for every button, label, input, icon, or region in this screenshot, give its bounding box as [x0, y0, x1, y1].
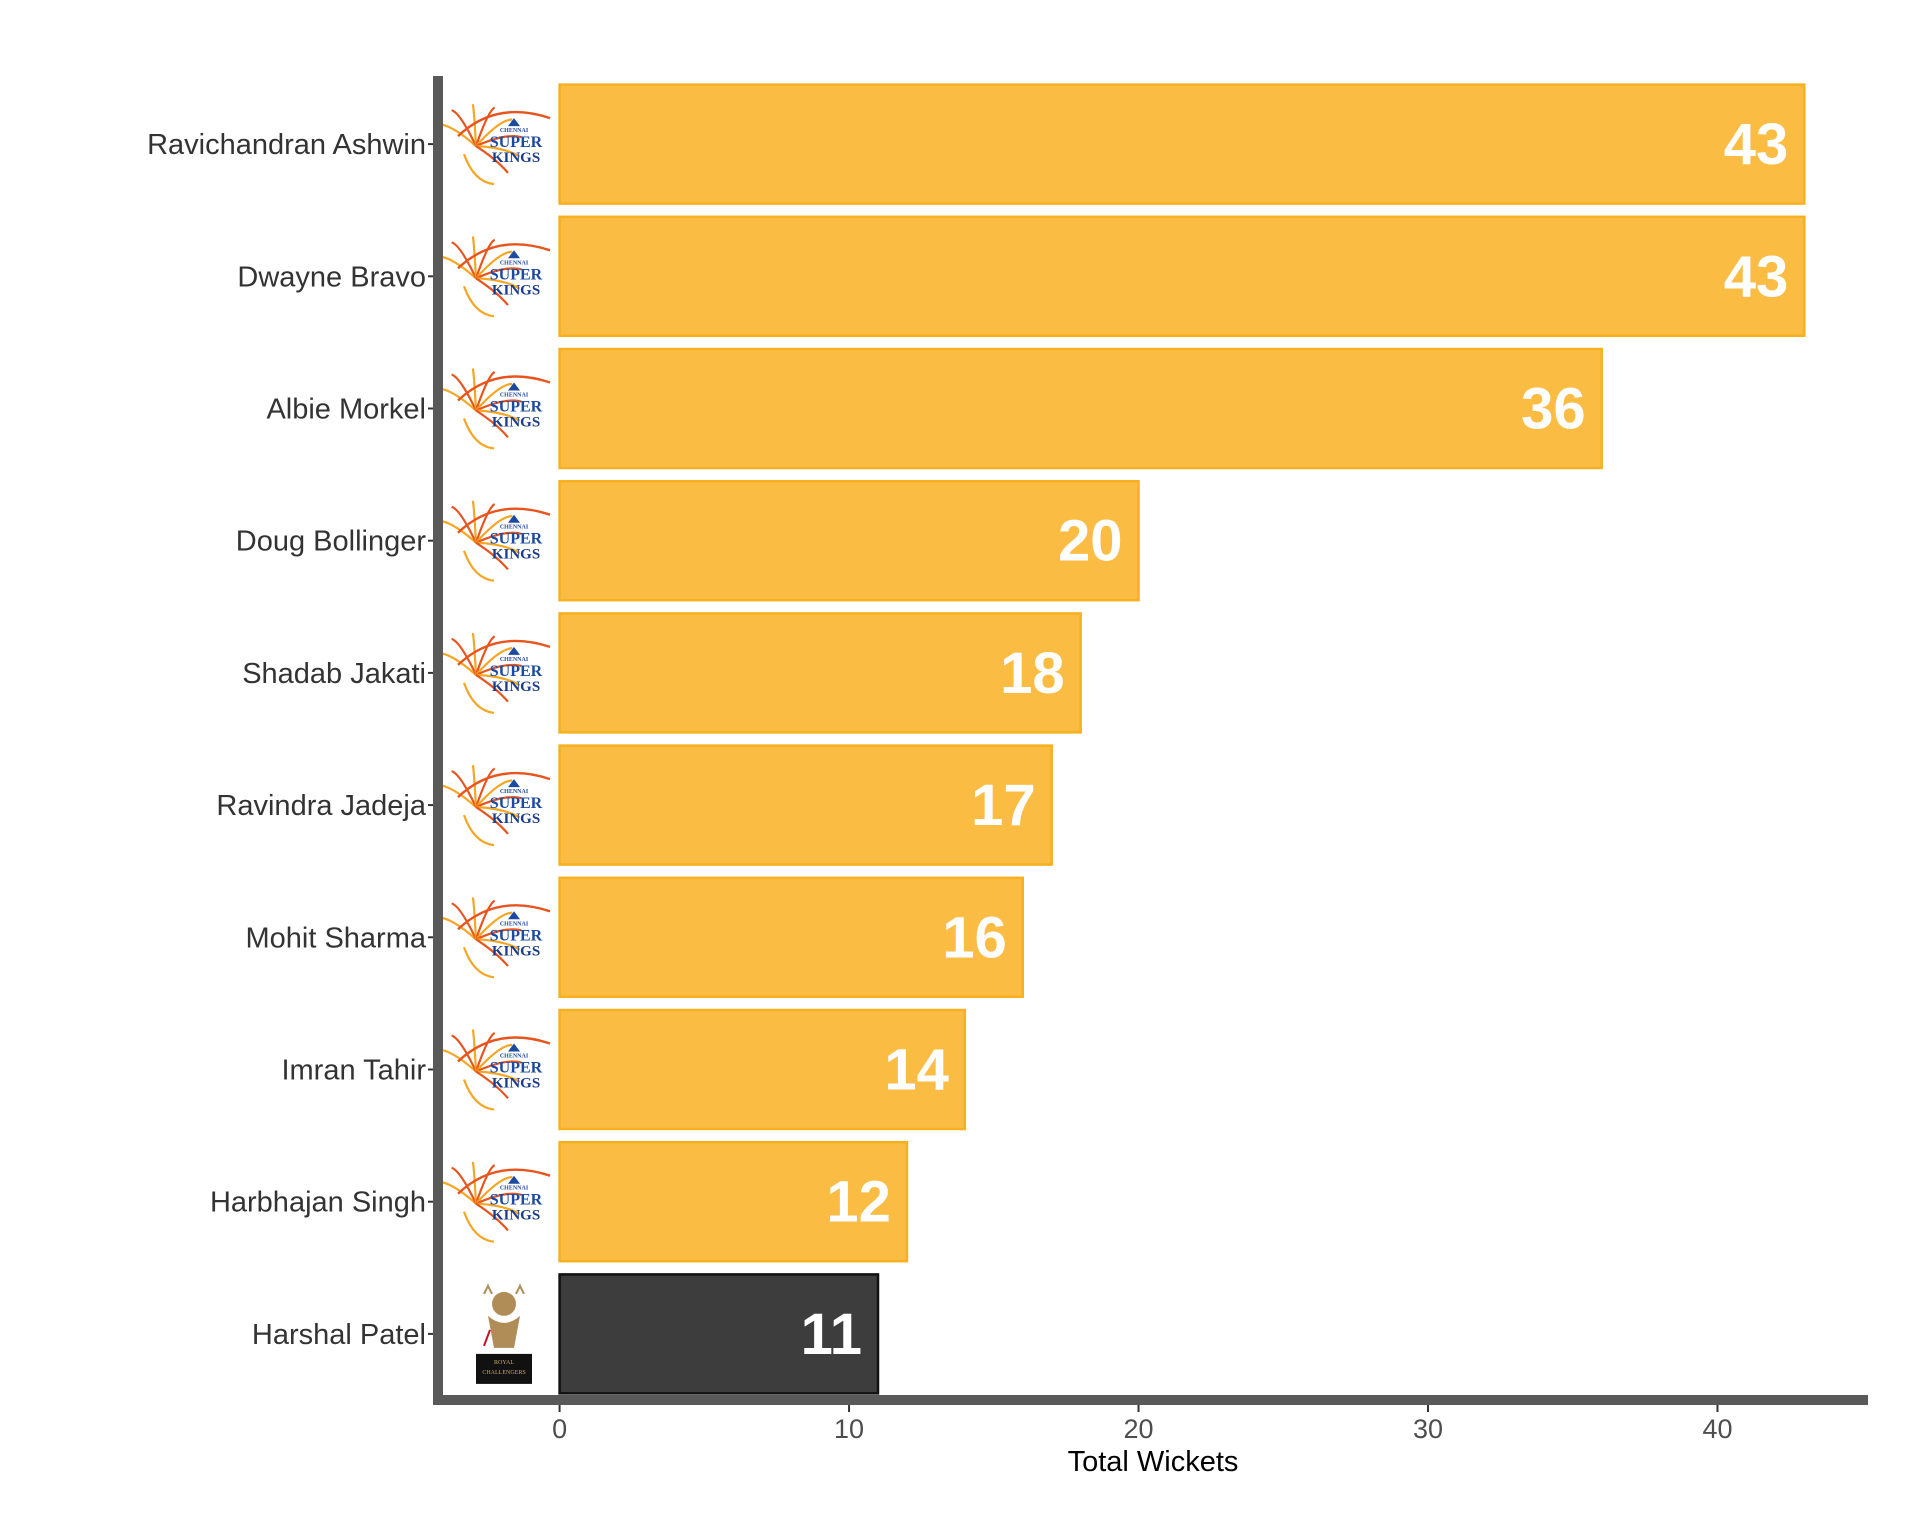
svg-text:CHENNAI: CHENNAI: [500, 789, 529, 795]
x-tick-label-10: 10: [834, 1414, 864, 1444]
svg-text:CHENNAI: CHENNAI: [500, 128, 529, 134]
y-axis-labels: Ravichandran Ashwin Dwayne Bravo Albie Mor…: [147, 129, 435, 1351]
bars-layer: 43 43 36 20 18 17 16 14 12 11: [558, 83, 1806, 1395]
player-label-ravichandran-ashwin: Ravichandran Ashwin: [147, 129, 426, 161]
svg-text:CHENNAI: CHENNAI: [500, 393, 529, 399]
svg-text:KINGS: KINGS: [492, 1076, 540, 1092]
value-label-harshal-patel: 11: [801, 1302, 862, 1367]
x-tick-label-40: 40: [1702, 1414, 1732, 1444]
bar-ravichandran-ashwin: [558, 83, 1806, 205]
x-tick-label-30: 30: [1413, 1414, 1443, 1444]
svg-text:SUPER: SUPER: [490, 1192, 543, 1209]
player-label-harbhajan-singh: Harbhajan Singh: [210, 1187, 426, 1219]
value-label-ravichandran-ashwin: 43: [1724, 112, 1789, 177]
svg-text:CHENNAI: CHENNAI: [500, 1054, 529, 1060]
x-axis-title: Total Wickets: [1068, 1446, 1239, 1478]
x-axis: 0 10 20 30 40: [433, 76, 1868, 1444]
svg-text:CHENNAI: CHENNAI: [500, 1186, 529, 1192]
bar-mohit-sharma: [558, 876, 1024, 999]
svg-text:KINGS: KINGS: [492, 679, 540, 695]
bar-ravindra-jadeja: [558, 744, 1053, 866]
bar-harbhajan-singh: [558, 1140, 909, 1263]
svg-text:SUPER: SUPER: [490, 134, 543, 151]
svg-text:KINGS: KINGS: [492, 1208, 540, 1224]
value-label-harbhajan-singh: 12: [826, 1170, 891, 1235]
svg-text:SUPER: SUPER: [490, 795, 543, 812]
svg-text:KINGS: KINGS: [492, 415, 540, 431]
rcb-logo-icon: ROYAL CHALLENGERS: [474, 1281, 534, 1386]
player-label-imran-tahir: Imran Tahir: [281, 1055, 426, 1087]
player-label-harshal-patel: Harshal Patel: [252, 1319, 426, 1351]
value-label-mohit-sharma: 16: [942, 905, 1007, 970]
svg-text:ROYAL: ROYAL: [494, 1360, 514, 1366]
svg-text:SUPER: SUPER: [490, 266, 543, 283]
svg-text:CHENNAI: CHENNAI: [500, 657, 529, 663]
svg-text:CHENNAI: CHENNAI: [500, 260, 529, 266]
x-tick-label-20: 20: [1124, 1414, 1154, 1444]
player-label-doug-bollinger: Doug Bollinger: [236, 526, 427, 558]
svg-text:SUPER: SUPER: [490, 1060, 543, 1077]
value-label-shadab-jakati: 18: [1000, 641, 1065, 706]
value-label-dwayne-bravo: 43: [1724, 244, 1789, 309]
bar-imran-tahir: [558, 1008, 967, 1131]
svg-text:KINGS: KINGS: [492, 282, 540, 298]
svg-text:KINGS: KINGS: [492, 811, 540, 827]
team-logos-layer: CHENNAISUPERKINGSCHENNAISUPERKINGSCHENNA…: [436, 103, 551, 1386]
bar-shadab-jakati: [558, 612, 1082, 734]
player-label-ravindra-jadeja: Ravindra Jadeja: [216, 790, 426, 822]
svg-text:KINGS: KINGS: [492, 547, 540, 563]
svg-text:CHALLENGERS: CHALLENGERS: [482, 1370, 525, 1376]
x-tick-label-0: 0: [552, 1414, 567, 1444]
value-label-ravindra-jadeja: 17: [971, 773, 1036, 838]
value-label-doug-bollinger: 20: [1058, 509, 1123, 574]
value-label-albie-morkel: 36: [1521, 377, 1586, 442]
svg-text:KINGS: KINGS: [492, 150, 540, 166]
player-label-dwayne-bravo: Dwayne Bravo: [237, 261, 426, 293]
bar-albie-morkel: [558, 347, 1603, 470]
svg-text:KINGS: KINGS: [492, 943, 540, 959]
bar-dwayne-bravo: [558, 215, 1806, 338]
bar-doug-bollinger: [558, 479, 1140, 602]
svg-text:SUPER: SUPER: [490, 663, 543, 680]
svg-text:SUPER: SUPER: [490, 927, 543, 944]
player-label-shadab-jakati: Shadab Jakati: [242, 658, 426, 690]
player-label-albie-morkel: Albie Morkel: [266, 394, 426, 426]
svg-text:SUPER: SUPER: [490, 399, 543, 416]
svg-text:CHENNAI: CHENNAI: [500, 921, 529, 927]
svg-text:CHENNAI: CHENNAI: [500, 525, 529, 531]
bar-harshal-patel: [558, 1273, 880, 1395]
player-label-mohit-sharma: Mohit Sharma: [245, 922, 426, 954]
value-label-imran-tahir: 14: [884, 1038, 949, 1103]
svg-text:SUPER: SUPER: [490, 531, 543, 548]
